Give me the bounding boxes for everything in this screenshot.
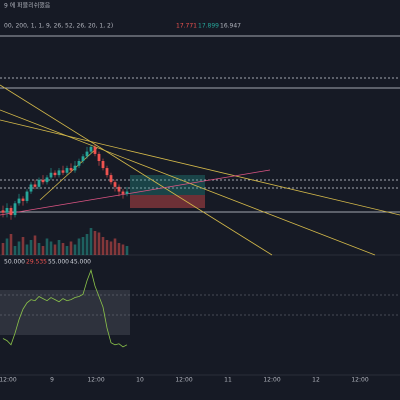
candle-body bbox=[17, 198, 21, 204]
x-tick-label: 9 bbox=[50, 377, 54, 384]
candle-body bbox=[81, 156, 85, 161]
volume-bar bbox=[17, 241, 21, 255]
candle-body bbox=[61, 170, 65, 173]
indicator-params: 00, 200, 1, 1, 9, 26, 52, 26, 20, 1, 2) bbox=[4, 23, 113, 30]
volume-bar bbox=[45, 238, 49, 255]
levels bbox=[0, 35, 400, 213]
volume-bar bbox=[109, 241, 113, 255]
oscillator-value: 55.000 bbox=[48, 259, 69, 266]
candle-body bbox=[65, 168, 69, 173]
x-tick-label: 10 bbox=[136, 377, 144, 384]
candle-body bbox=[49, 172, 53, 178]
candle-body bbox=[13, 203, 17, 216]
x-tick-label: 12:00 bbox=[351, 377, 368, 384]
volume-bar bbox=[9, 234, 13, 255]
candle-body bbox=[77, 161, 81, 166]
volume-bar bbox=[125, 246, 129, 255]
volume-bar bbox=[101, 237, 105, 255]
volume-bar bbox=[121, 244, 125, 255]
x-tick-label: 12 bbox=[312, 377, 320, 384]
candle-body bbox=[1, 210, 5, 213]
volume-bar bbox=[37, 243, 41, 255]
volume-bar bbox=[85, 234, 89, 255]
volume-bar bbox=[1, 243, 5, 255]
loss-zone bbox=[130, 195, 205, 208]
oscillator-line bbox=[2, 268, 128, 348]
indicator-value: 17.771 bbox=[176, 23, 197, 30]
volume-bar bbox=[65, 246, 69, 255]
trendlines bbox=[0, 84, 400, 256]
candle-body bbox=[45, 177, 49, 183]
candle-body bbox=[117, 186, 121, 192]
candle-body bbox=[25, 191, 29, 201]
volume-bar bbox=[117, 243, 121, 255]
candle-body bbox=[37, 179, 41, 187]
volume-bar bbox=[73, 244, 77, 255]
volume-bar bbox=[93, 231, 97, 255]
candle-body bbox=[109, 175, 113, 183]
candle-body bbox=[5, 208, 9, 213]
volume-bar bbox=[61, 243, 65, 255]
volume-bar bbox=[5, 238, 9, 255]
pink-line bbox=[0, 169, 271, 216]
candle-body bbox=[41, 179, 45, 183]
volume-bar bbox=[81, 237, 85, 255]
trendline bbox=[39, 147, 98, 201]
candle-body bbox=[97, 153, 101, 161]
volume-bar bbox=[33, 235, 37, 255]
candle-body bbox=[93, 146, 97, 154]
indicator-value: 16.947 bbox=[220, 23, 241, 30]
oscillator-band bbox=[0, 290, 130, 335]
oscillator-value: 29.535 bbox=[26, 259, 47, 266]
volume-bar bbox=[77, 238, 81, 255]
volume-bar bbox=[21, 237, 25, 255]
candle-body bbox=[21, 198, 25, 201]
volume-bar bbox=[29, 240, 33, 255]
volume-bar bbox=[13, 246, 17, 255]
oscillator-value: 50.000 bbox=[4, 259, 25, 266]
candle-body bbox=[69, 168, 73, 171]
candle-body bbox=[73, 165, 77, 171]
x-tick-label: 12:00 bbox=[0, 377, 17, 384]
candle-body bbox=[113, 182, 117, 187]
volume-bar bbox=[49, 241, 53, 255]
volume-bar bbox=[53, 244, 57, 255]
trendline bbox=[0, 119, 400, 216]
candle-body bbox=[29, 184, 33, 192]
volume-bar bbox=[89, 228, 93, 255]
candle-body bbox=[53, 172, 57, 176]
candle-body bbox=[85, 151, 89, 157]
volume-bar bbox=[25, 244, 29, 255]
trendline bbox=[0, 84, 273, 256]
volume-bar bbox=[97, 232, 101, 255]
volume-bar bbox=[105, 240, 109, 255]
volume-bar bbox=[57, 240, 61, 255]
candle-body bbox=[121, 191, 125, 194]
x-tick-label: 11 bbox=[224, 377, 232, 384]
x-tick-label: 12:00 bbox=[87, 377, 104, 384]
volume-bar bbox=[69, 241, 73, 255]
candle-body bbox=[125, 191, 129, 194]
indicator-value: 17.899 bbox=[198, 23, 219, 30]
trendline bbox=[0, 109, 376, 256]
x-tick-label: 12:00 bbox=[263, 377, 280, 384]
volume-bar bbox=[113, 238, 117, 255]
candle-body bbox=[105, 168, 109, 176]
x-tick-label: 12:00 bbox=[175, 377, 192, 384]
publish-note: 9 에 퍼블리쉬했음 bbox=[4, 2, 51, 10]
oscillator-value: 45.000 bbox=[70, 259, 91, 266]
candle-body bbox=[101, 161, 105, 169]
candle-body bbox=[89, 146, 93, 152]
candle-body bbox=[57, 170, 61, 176]
candle-body bbox=[9, 208, 13, 216]
volume-bar bbox=[41, 246, 45, 255]
candle-body bbox=[33, 184, 37, 187]
